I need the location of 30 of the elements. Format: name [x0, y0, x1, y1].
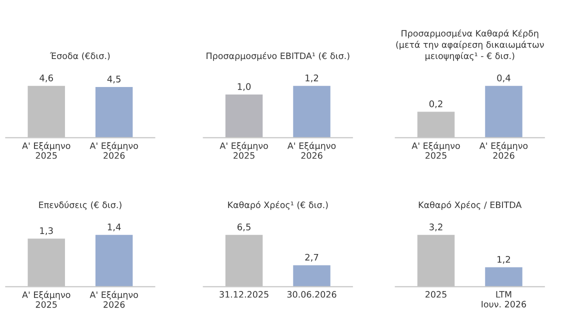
x-tick-label: Α' Εξάμηνο 2026	[90, 142, 138, 159]
x-tick-label: Α' Εξάμηνο 2025	[22, 290, 70, 308]
x-tick-label: Α' Εξάμηνο 2025	[412, 142, 460, 159]
data-label: 2,7	[305, 254, 318, 262]
data-label: 6,5	[238, 224, 250, 232]
chart-title: Επενδύσεις (€ δισ.)	[39, 201, 122, 210]
x-tick-label: Α' Εξάμηνο 2025	[220, 142, 268, 159]
chart-title: Καθαρό Χρέος¹ (€ δισ.)	[228, 201, 328, 210]
x-tick-label: Α' Εξάμηνο 2025	[22, 142, 70, 159]
chart-title: Προσαρμοσμένα Καθαρά Κέρδη (μετά την αφαίρεση δικαιωμάτων μειοψηφίας¹ - € δισ.)	[396, 29, 544, 61]
data-label: 1,0	[238, 83, 251, 91]
data-label: 1,2	[498, 256, 510, 264]
chart-title: Καθαρό Χρέος / EBITDA	[418, 201, 522, 210]
x-tick-label: 2025	[426, 291, 446, 298]
x-tick-label: Α' Εξάμηνο 2026	[479, 142, 528, 159]
x-tick-label: 31.12.2025	[220, 291, 268, 298]
x-tick-label: Α' Εξάμηνο 2026	[90, 290, 138, 308]
data-label: 1,4	[108, 224, 121, 232]
data-label: 3,2	[430, 224, 442, 232]
x-tick-label: LTM Ιουν. 2026	[482, 291, 526, 308]
data-label: 0,2	[429, 100, 442, 108]
data-label: 4,6	[40, 74, 53, 82]
x-tick-label: 30.06.2026	[287, 291, 336, 298]
chart-title: Προσαρμοσμένο EBITDA¹ (€ δισ.)	[206, 52, 350, 61]
chart-title: Έσοδα (€δισ.)	[50, 52, 110, 60]
data-label: 4,5	[107, 76, 120, 84]
data-label: 0,4	[497, 74, 510, 82]
data-label: 1,2	[306, 74, 318, 82]
x-tick-label: Α' Εξάμηνο 2026	[287, 142, 336, 159]
data-label: 1,3	[40, 227, 53, 235]
